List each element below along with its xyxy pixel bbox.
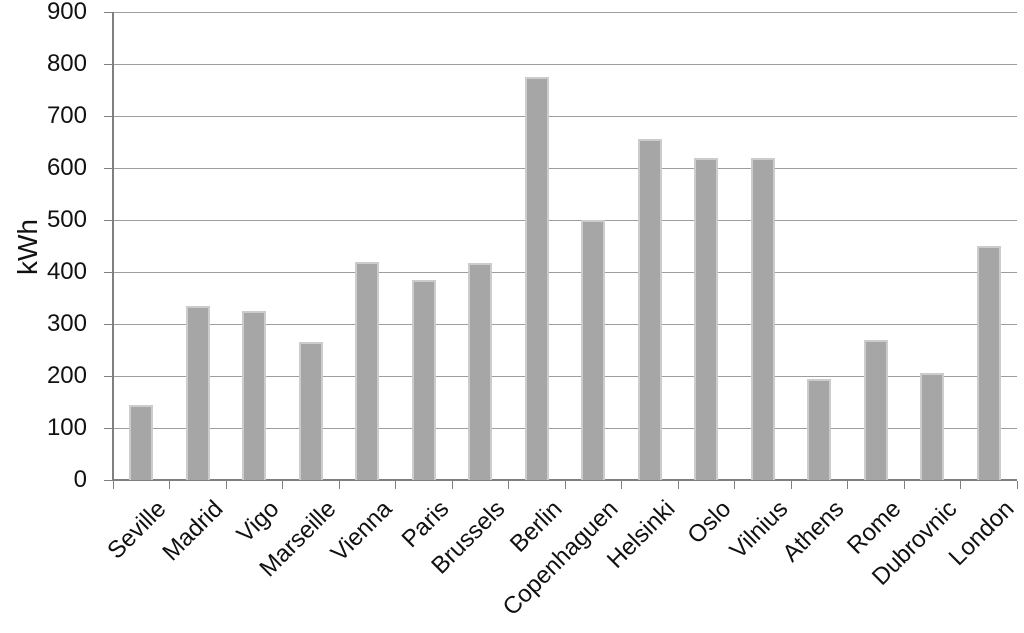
bar-paris [411,279,436,480]
y-tick [104,479,113,481]
gridline [113,323,1017,325]
bar-athens [807,378,832,480]
x-tick [169,481,170,489]
bar-berlin [524,77,549,480]
x-tick [960,481,961,489]
y-tick [104,219,113,221]
bar-oslo [694,157,719,480]
x-tick [903,481,905,489]
bar-london [976,246,1001,480]
bar-brussels [468,262,493,480]
y-tick [104,323,113,325]
x-tick [451,481,453,489]
bar-rome [863,339,888,480]
y-tick [104,167,113,169]
x-tick [282,481,283,489]
y-tick [104,375,113,377]
x-tick [564,481,566,489]
gridline [113,63,1017,65]
gridline [113,167,1017,169]
x-tick [790,481,792,489]
x-tick [338,481,340,489]
x-tick [112,481,114,489]
y-tick-label: 200 [46,362,87,389]
y-tick-label: 300 [46,310,87,337]
x-axis-line [112,479,1017,481]
bar-vilnius [750,157,775,480]
y-tick-label: 700 [46,102,87,129]
x-tick [225,481,227,489]
bar-helsinki [637,139,662,480]
bar-copenhaguen [581,220,606,480]
x-tick [1016,481,1018,489]
gridline [113,375,1017,377]
bar-dubrovnic [920,373,945,480]
y-axis-line [112,12,114,480]
bar-marseille [298,342,323,480]
y-tick-label: 0 [73,466,87,493]
bar-madrid [185,305,210,480]
y-tick [104,11,113,13]
y-tick [104,63,113,65]
x-tick [677,481,679,489]
x-tick [395,481,396,489]
gridline [113,11,1017,13]
bar-vigo [242,311,267,480]
gridline [113,427,1017,429]
gridline [113,271,1017,273]
x-tick [621,481,622,489]
y-tick-label: 600 [46,154,87,181]
y-tick-label: 900 [46,0,87,25]
y-tick-label: 800 [46,50,87,77]
y-tick-label: 100 [46,414,87,441]
bar-seville [129,404,154,480]
x-tick [734,481,735,489]
y-tick-label: 500 [46,206,87,233]
x-tick [508,481,509,489]
gridline [113,219,1017,221]
y-tick [104,271,113,273]
bar-vienna [355,261,380,480]
y-tick-label: 400 [46,258,87,285]
gridline [113,115,1017,117]
y-tick [104,427,113,429]
x-tick [847,481,848,489]
y-tick [104,115,113,117]
